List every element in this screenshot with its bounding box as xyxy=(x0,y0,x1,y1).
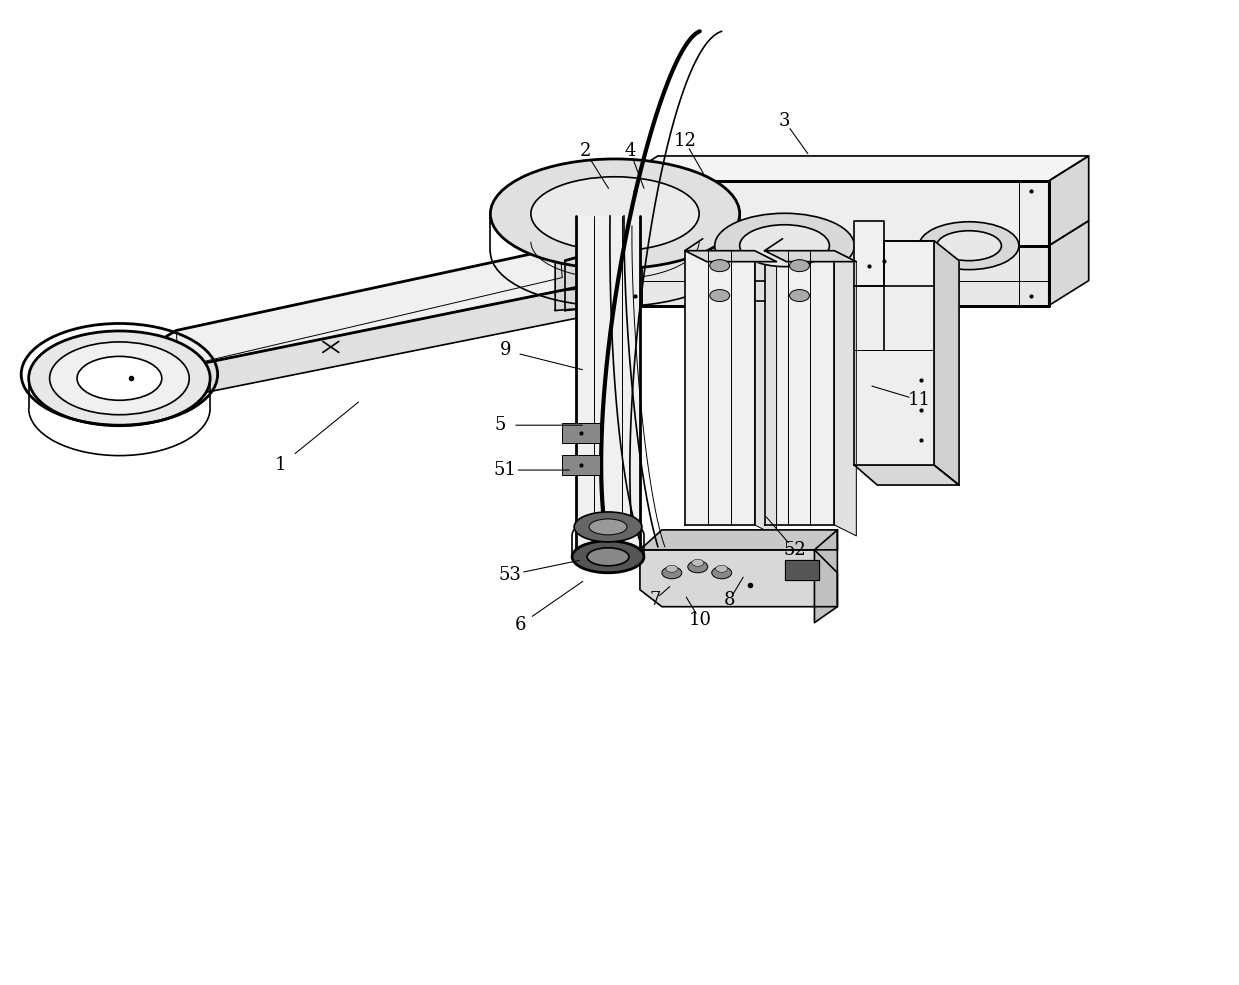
Text: 10: 10 xyxy=(689,611,711,628)
Text: 5: 5 xyxy=(494,417,506,434)
Ellipse shape xyxy=(587,548,629,565)
Polygon shape xyxy=(685,251,755,525)
Ellipse shape xyxy=(715,214,855,278)
Polygon shape xyxy=(618,156,1089,181)
Polygon shape xyxy=(1048,221,1089,305)
Polygon shape xyxy=(639,550,838,607)
Polygon shape xyxy=(934,240,959,485)
Polygon shape xyxy=(151,284,600,403)
Polygon shape xyxy=(151,247,620,373)
Ellipse shape xyxy=(691,559,704,566)
Text: 52: 52 xyxy=(783,541,805,558)
Text: 11: 11 xyxy=(908,391,930,409)
Text: 3: 3 xyxy=(779,112,790,130)
Text: 7: 7 xyxy=(649,591,660,609)
Ellipse shape xyxy=(589,519,627,535)
Ellipse shape xyxy=(574,512,642,542)
Polygon shape xyxy=(855,465,959,485)
Polygon shape xyxy=(784,559,819,580)
Text: 1: 1 xyxy=(275,456,286,474)
Ellipse shape xyxy=(77,357,162,400)
Polygon shape xyxy=(855,240,934,465)
Ellipse shape xyxy=(716,565,727,572)
Ellipse shape xyxy=(50,342,190,415)
Ellipse shape xyxy=(28,331,211,426)
Bar xyxy=(563,455,600,475)
Text: 51: 51 xyxy=(494,461,517,479)
Ellipse shape xyxy=(710,290,730,301)
Text: 9: 9 xyxy=(499,342,510,360)
Text: 6: 6 xyxy=(514,616,527,633)
Text: 4: 4 xyxy=(624,142,636,160)
Ellipse shape xyxy=(710,260,730,272)
Ellipse shape xyxy=(740,225,829,267)
Polygon shape xyxy=(764,251,834,525)
Polygon shape xyxy=(764,251,856,262)
Ellipse shape xyxy=(665,565,678,572)
Polygon shape xyxy=(855,221,934,286)
Ellipse shape xyxy=(491,159,740,269)
Text: 53: 53 xyxy=(499,565,522,584)
Polygon shape xyxy=(1048,156,1089,245)
Text: 2: 2 xyxy=(580,142,591,160)
Polygon shape xyxy=(639,530,838,550)
Bar xyxy=(576,216,639,555)
Ellipse shape xyxy=(937,230,1001,261)
Polygon shape xyxy=(618,181,1048,245)
Ellipse shape xyxy=(711,566,732,579)
Ellipse shape xyxy=(662,566,681,579)
Polygon shape xyxy=(555,181,618,245)
Ellipse shape xyxy=(593,550,622,559)
Ellipse shape xyxy=(919,222,1018,270)
Ellipse shape xyxy=(576,544,639,566)
Ellipse shape xyxy=(530,176,699,251)
Text: 8: 8 xyxy=(724,591,736,609)
Polygon shape xyxy=(555,245,618,310)
Polygon shape xyxy=(814,530,838,623)
Bar xyxy=(563,424,600,443)
Polygon shape xyxy=(618,245,1048,305)
Polygon shape xyxy=(834,251,856,536)
Ellipse shape xyxy=(789,290,809,301)
Ellipse shape xyxy=(789,260,809,272)
Polygon shape xyxy=(755,251,777,536)
Polygon shape xyxy=(685,251,777,262)
Ellipse shape xyxy=(572,541,644,572)
Ellipse shape xyxy=(688,560,707,572)
Text: 12: 12 xyxy=(673,132,696,150)
